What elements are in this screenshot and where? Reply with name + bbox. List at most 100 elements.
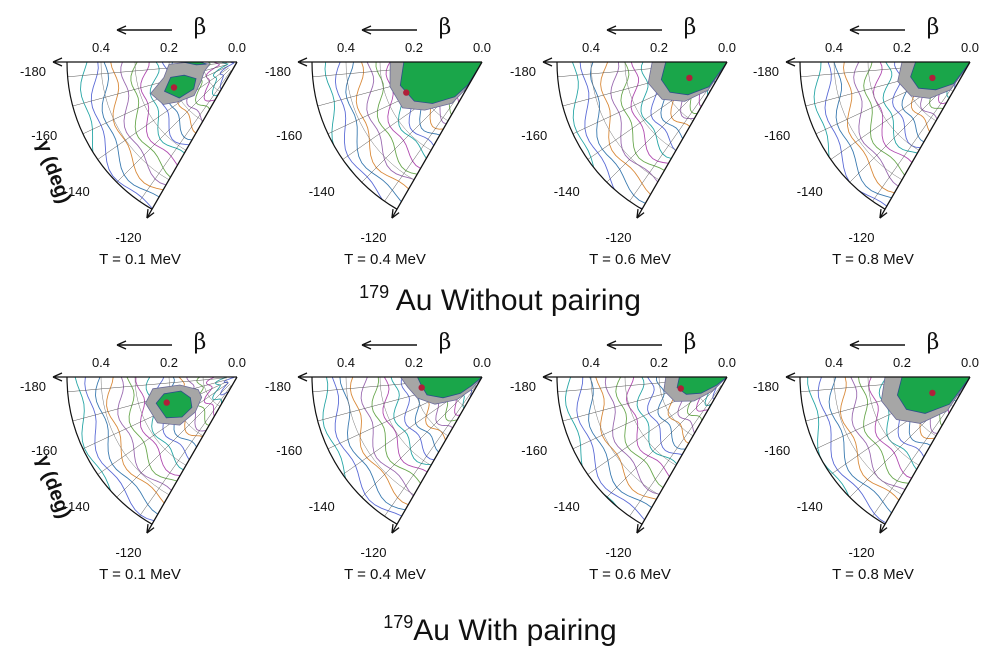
contour-line xyxy=(117,377,172,491)
gamma-grid-line xyxy=(606,384,720,498)
beta-tick-label: 0.2 xyxy=(405,355,423,370)
beta-tick-label: 0.2 xyxy=(893,355,911,370)
gamma-axis xyxy=(636,376,728,534)
beta-tick-label: 0.0 xyxy=(228,40,246,55)
contour-line xyxy=(95,377,159,515)
contour-line xyxy=(839,377,900,501)
gamma-grid-line xyxy=(139,385,232,517)
contour-line xyxy=(390,377,432,466)
contour-line xyxy=(630,62,669,164)
gamma-axis-label: γ (deg) xyxy=(32,137,75,206)
arrow-left-icon xyxy=(297,57,308,67)
temperature-label: T = 0.1 MeV xyxy=(99,566,181,583)
contour-line xyxy=(833,62,892,199)
contour-line xyxy=(863,62,905,176)
beta-symbol: β xyxy=(927,330,940,355)
contour-line xyxy=(349,377,409,506)
gamma-axis xyxy=(879,376,971,534)
beta-grid-arc xyxy=(624,62,677,151)
contour-line xyxy=(345,62,402,202)
temperature-label: T = 0.1 MeV xyxy=(99,251,181,268)
gamma-grid-line xyxy=(97,67,229,160)
contour-line xyxy=(84,377,155,522)
gamma-tick-label: -160 xyxy=(276,128,302,143)
beta-tick-label: 0.4 xyxy=(92,40,110,55)
row-title: 179 Au Without pairing xyxy=(359,282,641,317)
gamma-tick-label: -120 xyxy=(115,545,141,560)
contour-line xyxy=(640,62,672,159)
arrow-left-icon xyxy=(785,57,796,67)
row-title-text: Au Without pairing xyxy=(389,284,641,317)
beta-grid-arc xyxy=(833,62,903,181)
gamma-tick-label: -140 xyxy=(797,499,823,514)
beta-tick-label: 0.2 xyxy=(650,40,668,55)
beta-symbol: β xyxy=(684,330,697,355)
contour-line xyxy=(126,377,178,482)
arrow-left-icon xyxy=(542,372,553,382)
arrow-left-icon xyxy=(361,25,372,35)
beta-grid-arc xyxy=(833,377,903,496)
contour-line xyxy=(385,62,421,169)
arrow-down-icon xyxy=(636,524,645,534)
contour-line xyxy=(212,62,229,97)
temperature-label: T = 0.8 MeV xyxy=(832,566,914,583)
beta-grid-arc xyxy=(134,62,187,151)
minimum-region xyxy=(910,62,970,91)
sector-arc xyxy=(799,61,886,210)
arrow-down-icon xyxy=(391,524,400,534)
minimum-region xyxy=(163,74,197,99)
beta-grid-arc xyxy=(100,62,170,181)
beta-tick-label: 0.2 xyxy=(893,40,911,55)
gamma-tick-label: -140 xyxy=(309,499,335,514)
gamma-axis xyxy=(391,61,483,219)
beta-tick-label: 0.2 xyxy=(405,40,423,55)
mass-number: 179 xyxy=(359,282,389,302)
contour-line xyxy=(576,377,645,521)
gamma-tick-label: -140 xyxy=(64,184,90,199)
beta-grid-arc xyxy=(134,377,187,466)
beta-symbol: β xyxy=(439,330,452,355)
beta-tick-label: 0.4 xyxy=(825,40,843,55)
contour-line xyxy=(120,62,167,186)
arrow-left-icon xyxy=(116,25,127,35)
beta-tick-label: 0.2 xyxy=(160,355,178,370)
contour-line xyxy=(366,62,415,180)
gamma-tick-label: -140 xyxy=(554,499,580,514)
minimum-dot xyxy=(929,74,936,82)
mass-number: 179 xyxy=(383,612,413,632)
minimum-region xyxy=(155,390,193,419)
contour-line xyxy=(610,62,659,183)
gamma-tick-label: -140 xyxy=(554,184,580,199)
panel-r2-p1: 0.4 0.2 0.0 β -180 -160 -140 -120 T = 0.1 MeV xyxy=(20,330,246,583)
sector-arc xyxy=(556,61,643,210)
temperature-label: T = 0.6 MeV xyxy=(589,251,671,268)
beta-symbol: β xyxy=(194,330,207,355)
gamma-tick-label: -180 xyxy=(510,64,536,79)
panel-r1-p2: 0.4 0.2 0.0 β -180 -160 -140 -120 T = 0.4 MeV xyxy=(265,15,491,268)
temperature-label: T = 0.4 MeV xyxy=(344,566,426,583)
arrow-down-icon xyxy=(879,524,888,534)
beta-grid-arc xyxy=(624,377,677,466)
contour-line xyxy=(130,62,171,178)
beta-tick-label: 0.0 xyxy=(473,355,491,370)
contour-line xyxy=(647,377,683,455)
beta-symbol: β xyxy=(684,15,697,40)
gamma-grid-line xyxy=(82,66,228,135)
gamma-grid-line xyxy=(97,382,229,475)
contour-line xyxy=(828,377,892,514)
gamma-tick-label: -180 xyxy=(510,379,536,394)
contour-line xyxy=(620,62,665,171)
temperature-label: T = 0.8 MeV xyxy=(832,251,914,268)
gamma-tick-label: -180 xyxy=(20,379,46,394)
arrow-down-icon xyxy=(391,209,400,219)
minimum-dot xyxy=(677,385,684,392)
gamma-tick-label: -140 xyxy=(797,184,823,199)
contour-line xyxy=(615,377,664,489)
gamma-axis xyxy=(146,376,238,534)
contour-line xyxy=(360,377,414,497)
arrow-left-icon xyxy=(849,25,860,35)
arrow-left-icon xyxy=(116,340,127,350)
sector-arc xyxy=(66,376,153,525)
gamma-grid-line xyxy=(872,70,965,202)
